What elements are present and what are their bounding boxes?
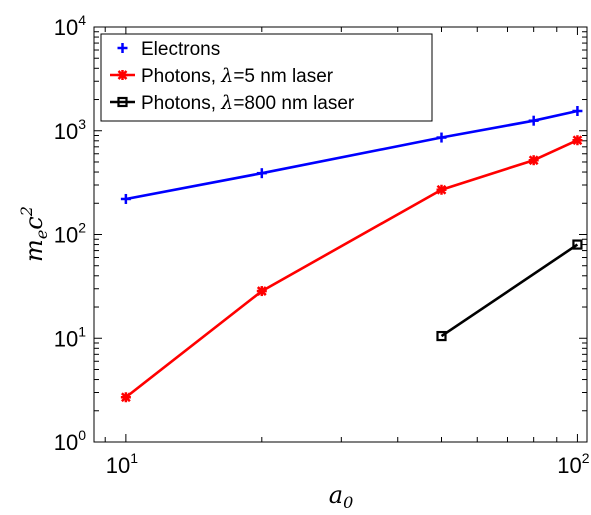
legend-marker <box>117 96 128 108</box>
legend-label: Electrons <box>141 39 220 60</box>
legend-box <box>100 33 433 122</box>
data-point <box>120 392 131 403</box>
tick-marks <box>94 27 587 443</box>
y-axis-label: mec2 <box>17 206 51 262</box>
series-1 <box>120 106 583 204</box>
y-tick-label: 102 <box>54 220 86 248</box>
data-point <box>528 155 539 166</box>
data-point <box>436 132 447 143</box>
y-tick-label: 104 <box>54 12 86 40</box>
tick-labels: 101 102 100 101 102 103 104 <box>54 12 590 478</box>
x-tick-label: 101 <box>106 450 138 478</box>
legend-entry: Photons, λ=5 nm laser <box>110 65 334 87</box>
y-tick-label: 103 <box>54 116 86 144</box>
x-axis-label: a0 <box>329 481 354 512</box>
data-point <box>572 106 583 117</box>
legend-label: Photons, λ=800 nm laser <box>141 92 355 114</box>
series-line <box>440 243 579 338</box>
plot-frame <box>93 26 588 443</box>
data-point <box>256 286 267 297</box>
data-point <box>572 239 583 250</box>
series-2 <box>120 135 583 403</box>
legend-marker <box>117 43 128 53</box>
series-3 <box>436 239 583 342</box>
data-point <box>436 330 447 342</box>
legend-label: Photons, λ=5 nm laser <box>141 65 334 87</box>
legend-marker <box>117 70 128 80</box>
x-tick-label: 102 <box>557 450 589 478</box>
y-tick-label: 100 <box>54 427 86 455</box>
legend-entry: Electrons <box>117 39 220 60</box>
series-lines <box>120 106 583 403</box>
data-point <box>256 168 267 179</box>
data-point <box>120 193 131 204</box>
data-point <box>528 115 539 126</box>
data-point <box>436 184 447 195</box>
y-tick-label: 101 <box>54 323 86 351</box>
legend: Electrons Photons, λ=5 nm laser Photons, λ… <box>100 33 433 122</box>
data-point <box>572 135 583 146</box>
legend-entry: Photons, λ=800 nm laser <box>110 92 355 114</box>
